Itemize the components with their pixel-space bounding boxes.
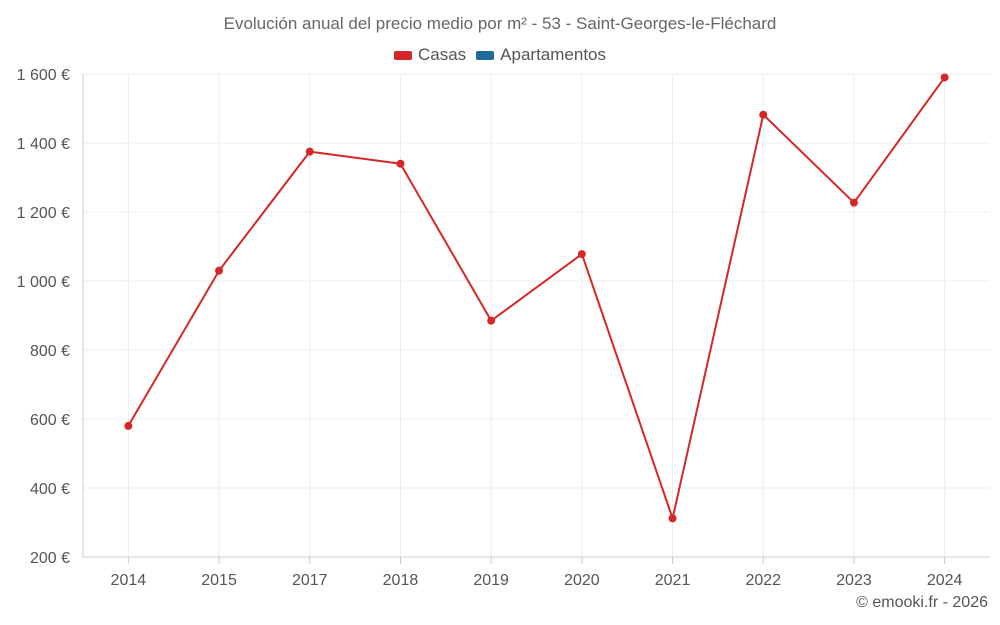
legend-item-apartamentos[interactable]: Apartamentos bbox=[476, 45, 606, 65]
legend-label-apartamentos: Apartamentos bbox=[500, 45, 607, 64]
series-line-0 bbox=[127, 76, 946, 520]
data-point bbox=[849, 198, 858, 207]
x-tick-label: 2017 bbox=[292, 572, 328, 589]
x-tick-label: 2019 bbox=[473, 572, 509, 589]
x-tick-label: 2024 bbox=[927, 572, 963, 589]
credit-text: © emooki.fr - 2026 bbox=[856, 594, 988, 611]
legend: Casas Apartamentos bbox=[0, 45, 1000, 65]
legend-label-casas: Casas bbox=[417, 45, 467, 64]
x-tick-label: 2018 bbox=[383, 572, 419, 589]
data-point bbox=[759, 110, 768, 119]
legend-item-casas[interactable]: Casas bbox=[393, 45, 467, 65]
data-point bbox=[487, 316, 496, 325]
data-point bbox=[940, 73, 949, 82]
data-point bbox=[215, 266, 224, 275]
y-tick-label: 800 € bbox=[30, 343, 70, 360]
y-tick-label: 1 400 € bbox=[17, 136, 70, 153]
legend-swatch-apartamentos bbox=[476, 50, 495, 60]
x-tick-label: 2020 bbox=[564, 572, 600, 589]
data-point bbox=[668, 514, 677, 523]
x-tick-label: 2021 bbox=[655, 572, 691, 589]
y-tick-label: 1 600 € bbox=[17, 67, 70, 84]
x-tick-label: 2023 bbox=[836, 572, 872, 589]
y-tick-label: 200 € bbox=[30, 550, 70, 567]
y-tick-label: 1 000 € bbox=[17, 274, 70, 291]
chart-title: Evolución anual del precio medio por m² … bbox=[223, 14, 777, 33]
data-point bbox=[124, 421, 133, 430]
y-tick-label: 400 € bbox=[30, 481, 70, 498]
legend-swatch-casas bbox=[393, 50, 412, 60]
data-point bbox=[577, 250, 586, 259]
x-tick-label: 2014 bbox=[111, 572, 147, 589]
y-tick-label: 1 200 € bbox=[17, 205, 70, 222]
y-tick-label: 600 € bbox=[30, 412, 70, 429]
x-tick-label: 2015 bbox=[201, 572, 237, 589]
data-point bbox=[305, 147, 314, 156]
x-tick-label: 2022 bbox=[745, 572, 781, 589]
data-point bbox=[396, 159, 405, 168]
